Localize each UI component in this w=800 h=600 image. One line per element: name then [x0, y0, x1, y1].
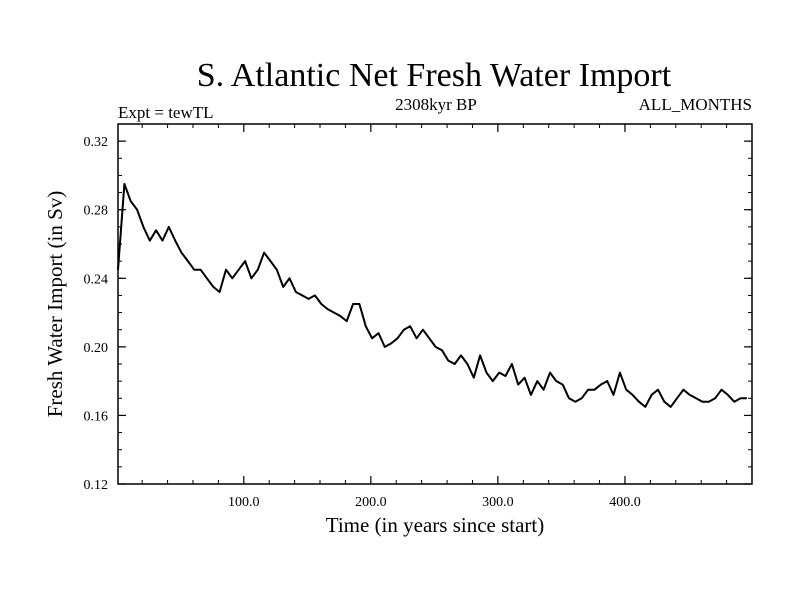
- plot-frame: [117, 123, 753, 485]
- y-tick-label: 0.24: [84, 272, 109, 287]
- x-tick-label: 100.0: [228, 495, 260, 510]
- x-axis-ticks: 100.0 200.0 300.0 400.0: [141, 124, 728, 510]
- period-label: 2308kyr BP: [395, 95, 477, 114]
- chart-title: S. Atlantic Net Fresh Water Import: [197, 57, 672, 94]
- y-tick-label: 0.20: [84, 341, 109, 356]
- series-line: [117, 183, 747, 408]
- y-axis-label: Fresh Water Import (in Sv): [43, 191, 67, 418]
- y-axis-ticks: 0.12 0.16 0.20 0.24 0.28 0.32: [84, 123, 752, 493]
- y-tick-label: 0.12: [84, 478, 109, 493]
- x-tick-label: 300.0: [482, 495, 514, 510]
- months-label: ALL_MONTHS: [639, 95, 752, 114]
- x-axis-label: Time (in years since start): [326, 513, 545, 537]
- experiment-label: Expt = tewTL: [118, 103, 214, 122]
- y-tick-label: 0.32: [84, 135, 109, 150]
- x-tick-label: 400.0: [609, 495, 641, 510]
- y-tick-label: 0.16: [84, 409, 109, 424]
- y-tick-label: 0.28: [84, 204, 109, 219]
- x-tick-label: 200.0: [355, 495, 387, 510]
